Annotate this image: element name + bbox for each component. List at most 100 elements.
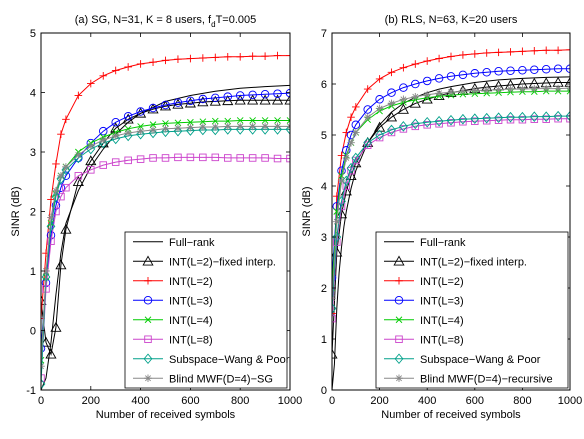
data-point xyxy=(470,113,480,124)
data-point xyxy=(271,94,284,105)
data-point xyxy=(199,123,207,131)
data-point xyxy=(459,117,467,126)
legend-marker xyxy=(144,335,152,344)
data-point xyxy=(566,114,570,123)
title-subscript: d xyxy=(211,20,215,29)
data-point xyxy=(375,129,384,141)
data-point xyxy=(223,122,232,131)
data-point xyxy=(347,138,355,147)
data-point xyxy=(397,103,409,114)
data-point xyxy=(286,154,290,163)
data-point xyxy=(122,113,134,124)
data-point xyxy=(236,117,244,124)
y-tick-label: 3 xyxy=(321,232,327,244)
data-point xyxy=(211,117,219,125)
data-point xyxy=(506,85,515,93)
y-tick-label: 1 xyxy=(321,334,327,346)
data-point xyxy=(199,54,207,62)
legend-label: INT(L=4) xyxy=(169,315,213,327)
data-point xyxy=(235,91,245,100)
series-7 xyxy=(332,84,570,302)
y-tick-label: -1 xyxy=(26,385,36,397)
data-point xyxy=(124,156,132,165)
data-point xyxy=(286,117,290,124)
x-tick-label: 600 xyxy=(466,395,484,407)
x-tick-label: 1000 xyxy=(558,395,582,407)
series-0 xyxy=(332,76,570,390)
data-point xyxy=(249,117,256,124)
data-point xyxy=(111,158,120,166)
data-point xyxy=(174,119,182,127)
data-point xyxy=(211,123,220,131)
data-point xyxy=(57,192,65,201)
y-tick-label: 6 xyxy=(321,79,327,91)
data-point xyxy=(471,50,479,58)
data-point xyxy=(541,111,551,122)
data-point xyxy=(346,162,356,174)
data-point xyxy=(111,132,120,140)
axes-box xyxy=(331,32,571,391)
data-point xyxy=(174,153,182,162)
data-point xyxy=(136,128,145,140)
data-point xyxy=(399,83,408,92)
data-point xyxy=(342,128,351,137)
data-point xyxy=(45,348,57,359)
data-point xyxy=(55,259,67,270)
data-point xyxy=(530,47,539,55)
legend-marker xyxy=(395,276,403,285)
data-point xyxy=(273,122,282,131)
data-point xyxy=(197,96,209,107)
x-tick-label: 600 xyxy=(181,395,199,407)
data-point xyxy=(494,48,503,57)
x-tick-label: 0 xyxy=(38,395,44,407)
series-6 xyxy=(332,110,570,314)
data-point xyxy=(352,103,360,111)
data-point xyxy=(447,119,455,127)
data-point xyxy=(210,124,220,136)
y-axis-label: SINR (dB) xyxy=(10,186,22,236)
data-point xyxy=(99,136,108,144)
data-point xyxy=(482,49,491,57)
data-point xyxy=(46,221,56,232)
data-point xyxy=(85,155,97,166)
x-tick-label: 1000 xyxy=(278,395,302,407)
legend-marker xyxy=(394,353,404,365)
data-point xyxy=(459,87,467,95)
data-point xyxy=(518,111,527,123)
data-point xyxy=(351,152,361,164)
legend-marker xyxy=(143,353,153,365)
chart-title: (b) RLS, N=63, K=20 users xyxy=(385,14,518,26)
data-point xyxy=(506,66,515,75)
data-point xyxy=(387,128,396,137)
data-point xyxy=(149,126,157,134)
data-point xyxy=(87,142,95,150)
data-point xyxy=(173,125,183,137)
data-point xyxy=(410,118,420,130)
data-point xyxy=(111,117,120,127)
data-point xyxy=(286,51,290,60)
data-point xyxy=(273,124,282,135)
data-point xyxy=(494,112,503,123)
y-tick-label: 2 xyxy=(321,283,327,295)
chart-title: (a) SG, N=31, K = 8 users, fdT=0.005 xyxy=(75,14,256,29)
data-point xyxy=(99,72,108,80)
data-point xyxy=(60,223,72,234)
data-point xyxy=(62,163,70,171)
data-point xyxy=(248,124,258,135)
data-point xyxy=(482,68,491,77)
data-point xyxy=(248,122,257,131)
data-point xyxy=(223,154,232,162)
data-point xyxy=(554,114,562,123)
data-point xyxy=(399,95,408,104)
data-point xyxy=(530,84,539,93)
data-point xyxy=(530,65,539,74)
data-point xyxy=(148,103,158,113)
data-point xyxy=(347,113,355,121)
series-5 xyxy=(41,153,290,382)
data-point xyxy=(554,46,562,55)
data-point xyxy=(42,267,50,275)
data-point xyxy=(161,56,170,65)
data-point xyxy=(161,154,170,162)
